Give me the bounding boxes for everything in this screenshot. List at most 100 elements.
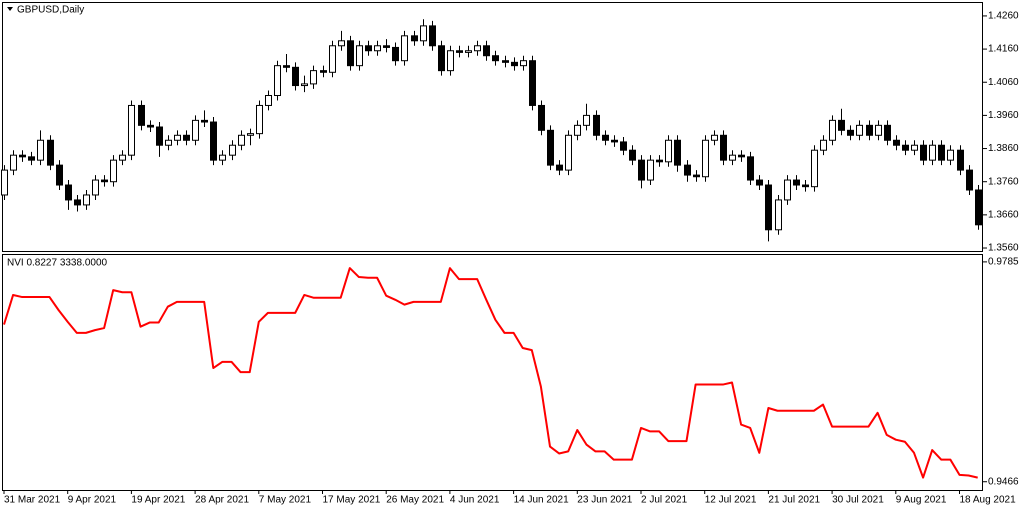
candle-body: [565, 134, 572, 171]
candle-body: [247, 133, 254, 136]
x-tick-label: 31 Mar 2021: [4, 495, 61, 506]
x-tick-label: 19 Apr 2021: [131, 495, 185, 506]
candle-body: [492, 55, 499, 62]
candle-body: [1, 169, 8, 196]
candle-body: [793, 179, 800, 186]
candle-body: [411, 35, 418, 42]
y-tick-label: 1.3760: [988, 176, 1019, 187]
candle-body: [74, 199, 81, 206]
y-tick-label: 1.3660: [988, 210, 1019, 221]
y-tick-label: 0.9466: [988, 476, 1019, 487]
candle-body: [957, 149, 964, 171]
candle-body: [838, 119, 845, 131]
x-tick-label: 18 Aug 2021: [960, 495, 1017, 506]
candle-body: [620, 141, 627, 151]
candle-body: [219, 154, 226, 161]
candle-body: [301, 83, 308, 87]
candle-body: [292, 66, 299, 87]
candle-body: [674, 139, 681, 166]
candle-body: [556, 164, 563, 171]
candle-body: [147, 124, 154, 128]
candle-body: [866, 124, 873, 136]
x-tick-label: 30 Jul 2021: [832, 495, 884, 506]
candle-body: [47, 139, 54, 166]
x-tick-label: 17 May 2021: [323, 495, 381, 506]
candle-body: [684, 164, 691, 176]
candle-body: [37, 139, 44, 161]
candle-body: [747, 156, 754, 181]
candle-body: [447, 50, 454, 72]
nvi-line: [3, 267, 978, 479]
candle-body: [28, 156, 35, 161]
candle-body: [711, 134, 718, 141]
candle-body: [802, 184, 809, 188]
candle-body: [65, 184, 72, 201]
candle-body: [483, 45, 490, 57]
chart-title: GBPUSD,Daily: [17, 5, 84, 16]
candle-body: [611, 139, 618, 143]
candle-body: [92, 179, 99, 196]
candle-body: [893, 139, 900, 146]
candle-body: [693, 174, 700, 178]
candle-body: [574, 124, 581, 136]
candle-body: [702, 139, 709, 178]
x-tick-label: 7 May 2021: [259, 495, 312, 506]
candle-body: [847, 129, 854, 136]
y-tick-label: 0.9785: [988, 257, 1019, 268]
candle-body: [629, 149, 636, 161]
y-tick-label: 1.3560: [988, 243, 1019, 254]
candle-body: [856, 124, 863, 136]
candle-body: [438, 45, 445, 72]
candle-body: [374, 45, 381, 52]
candle-body: [975, 189, 982, 226]
y-tick-label: 1.3960: [988, 110, 1019, 121]
candle-body: [811, 149, 818, 188]
candle-body: [647, 159, 654, 181]
x-tick-label: 21 Jul 2021: [768, 495, 820, 506]
candle-body: [875, 124, 882, 136]
candle-body: [229, 144, 236, 156]
candle-body: [365, 45, 372, 52]
y-tick-label: 1.3860: [988, 143, 1019, 154]
candle-body: [392, 46, 399, 62]
candle-body: [775, 199, 782, 231]
candle-body: [929, 144, 936, 161]
y-tick-label: 1.4060: [988, 77, 1019, 88]
x-tick-label: 12 Jul 2021: [705, 495, 757, 506]
candle-body: [283, 65, 290, 68]
x-tick-label: 26 May 2021: [386, 495, 444, 506]
candle-body: [456, 50, 463, 53]
candle-body: [19, 154, 26, 158]
x-tick-label: 4 Jun 2021: [450, 495, 500, 506]
candle-body: [174, 134, 181, 141]
candle-body: [201, 119, 208, 123]
candle-body: [56, 164, 63, 186]
candle-body: [329, 45, 336, 73]
y-tick-label: 1.4160: [988, 44, 1019, 55]
candle-body: [738, 154, 745, 158]
candle-body: [138, 104, 145, 126]
candle-body: [401, 35, 408, 62]
candle-body: [119, 154, 126, 161]
candle-body: [538, 104, 545, 131]
x-tick-label: 2 Jul 2021: [641, 495, 688, 506]
candle-body: [920, 144, 927, 161]
candle-body: [638, 159, 645, 181]
candle-body: [265, 95, 272, 106]
candle-body: [729, 154, 736, 161]
candle-body: [347, 40, 354, 67]
candle-body: [665, 139, 672, 163]
candle-body: [765, 184, 772, 231]
candle-body: [10, 154, 17, 171]
candle-body: [520, 60, 527, 67]
candle-body: [274, 65, 281, 97]
candle-body: [256, 104, 263, 135]
candle-body: [966, 169, 973, 191]
candle-body: [429, 25, 436, 47]
candle-body: [511, 61, 518, 67]
candle-body: [165, 139, 172, 146]
candle-body: [829, 119, 836, 141]
candle-body: [338, 40, 345, 47]
